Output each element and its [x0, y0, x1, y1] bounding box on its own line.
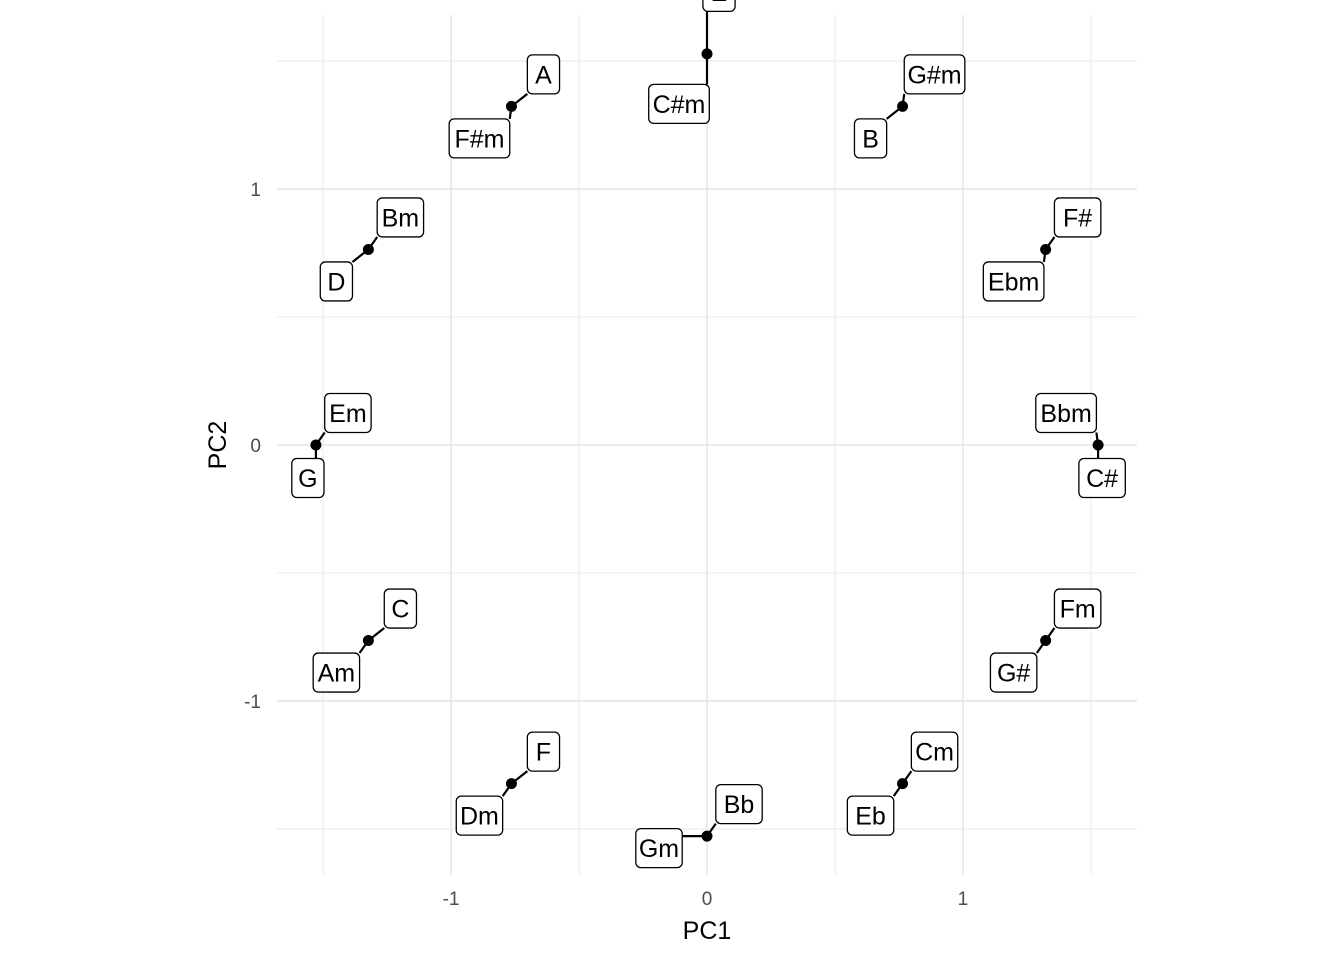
label-box — [312, 652, 361, 693]
point-label: Bb — [724, 791, 755, 819]
point-label: G# — [997, 660, 1030, 688]
point-label: Ebm — [988, 268, 1039, 296]
data-point — [1040, 635, 1052, 647]
data-point — [1092, 439, 1104, 451]
label-box — [846, 795, 895, 836]
data-point — [897, 778, 909, 790]
grid — [277, 15, 1137, 875]
x-tick-label: -1 — [443, 889, 460, 910]
label-box — [1053, 197, 1102, 238]
label-box — [376, 197, 425, 238]
data-point — [310, 439, 322, 451]
label-box — [455, 795, 504, 836]
point-label: Eb — [855, 803, 886, 831]
label-box — [635, 827, 683, 869]
point-label: C# — [1086, 465, 1118, 493]
label-box — [448, 118, 511, 159]
data-point — [701, 48, 713, 60]
label-box — [853, 118, 888, 159]
point-label: D — [327, 268, 345, 296]
label-box — [291, 457, 325, 499]
x-tick-label: 1 — [958, 889, 969, 910]
y-tick-label: 0 — [250, 436, 261, 457]
label-box — [989, 652, 1038, 693]
point-label: Am — [318, 660, 356, 688]
point-label: Bbm — [1040, 400, 1091, 428]
point-label: Bm — [382, 204, 420, 232]
label-box — [910, 731, 959, 772]
label-box — [1053, 588, 1102, 629]
x-tick-label: 0 — [702, 889, 713, 910]
label-box — [319, 261, 354, 302]
data-point — [362, 243, 374, 255]
data-points — [310, 48, 1104, 842]
label-box — [526, 731, 561, 772]
label-box — [648, 83, 710, 125]
point-label: Fm — [1060, 596, 1096, 624]
y-tick-label: -1 — [244, 692, 261, 713]
point-label: G#m — [907, 61, 961, 89]
y-axis-title: PC2 — [204, 421, 232, 470]
label-box — [383, 588, 418, 629]
point-label: C — [391, 596, 409, 624]
data-point — [701, 830, 713, 842]
point-label: B — [862, 125, 879, 153]
data-point — [897, 100, 909, 112]
label-box — [982, 261, 1045, 302]
label-box — [702, 0, 736, 13]
point-label: C#m — [653, 91, 706, 119]
point-label: A — [535, 61, 552, 89]
point-labels: E C#m G#m B F# Ebm Bbm C# Fm G# Cm Eb Bb Gm F Dm C Am Em G B… — [291, 0, 1126, 869]
point-label: F#m — [454, 125, 504, 153]
label-box — [1035, 392, 1098, 434]
label-box — [1078, 457, 1126, 499]
point-label: Em — [329, 400, 367, 428]
point-label: Cm — [915, 739, 954, 767]
axis-ticks: -1 0 1 -1 0 1 — [244, 180, 968, 910]
x-axis-title: PC1 — [683, 917, 732, 945]
data-point — [1040, 243, 1052, 255]
point-label: F# — [1063, 204, 1092, 232]
label-box — [715, 783, 763, 825]
point-label: Gm — [639, 835, 679, 863]
data-point — [505, 778, 517, 790]
point-label: Dm — [460, 803, 499, 831]
point-label: F — [536, 739, 551, 767]
data-point — [362, 635, 374, 647]
point-label: G — [298, 465, 317, 493]
label-box — [526, 54, 561, 95]
label-box — [903, 54, 966, 95]
label-box — [324, 392, 372, 434]
y-tick-label: 1 — [250, 180, 261, 201]
point-label: E — [711, 0, 728, 7]
data-point — [505, 100, 517, 112]
